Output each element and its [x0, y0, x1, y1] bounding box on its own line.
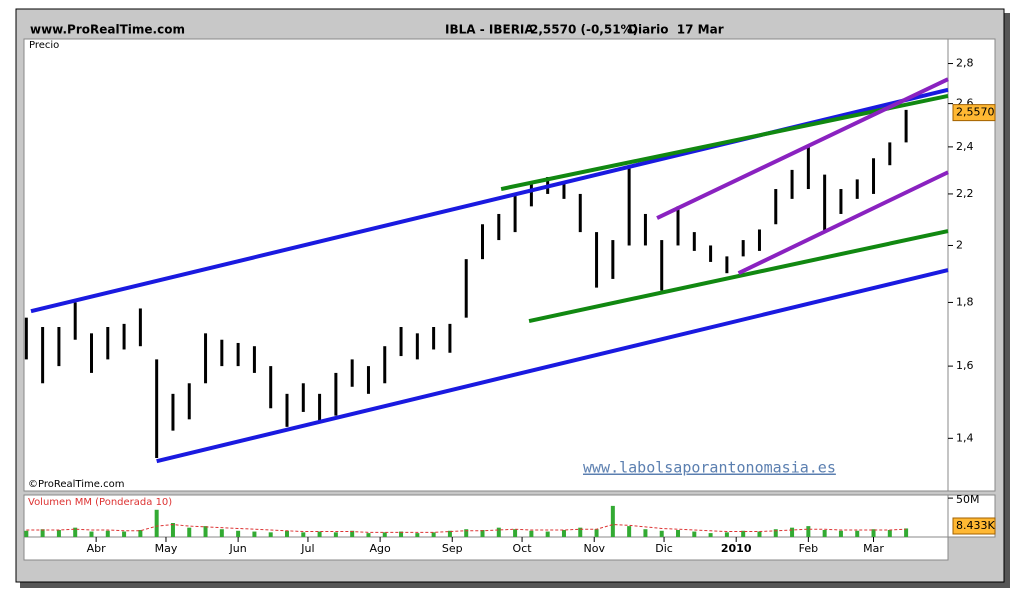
x-tick-label: 2010 — [721, 542, 752, 555]
volume-bar — [594, 529, 599, 537]
x-tick-label: Nov — [583, 542, 605, 555]
volume-bar — [333, 532, 338, 537]
price-panel — [23, 38, 949, 492]
volume-bar — [790, 527, 795, 537]
volume-bar — [56, 530, 61, 537]
volume-bar — [708, 533, 713, 537]
volume-bar — [252, 531, 257, 537]
x-tick-label: Jul — [300, 542, 314, 555]
y-tick-label: 50M — [956, 493, 980, 506]
volume-bar — [529, 530, 534, 537]
volume-bar — [382, 532, 387, 537]
volume-bar — [170, 523, 175, 537]
volume-bar — [871, 529, 876, 537]
x-tick-label: Dic — [655, 542, 673, 555]
y-tick-label: 1,8 — [956, 295, 974, 308]
y-tick-label: 2,2 — [956, 187, 974, 200]
y-tick-label: 2,4 — [956, 140, 974, 153]
y-axis-label: Precio — [29, 40, 59, 51]
period: Diario 17 Mar — [628, 23, 724, 37]
volume-bar — [268, 532, 273, 537]
trendline — [656, 77, 949, 220]
volume-bar — [692, 531, 697, 537]
trendline — [528, 229, 949, 324]
x-tick-label: May — [155, 542, 178, 555]
volume-label: Volumen MM (Ponderada 10) — [28, 497, 172, 508]
volume-bar — [399, 531, 404, 537]
volume-bar — [610, 505, 615, 537]
volume-bar — [887, 530, 892, 537]
x-tick-label: Abr — [87, 542, 107, 555]
x-tick-label: Feb — [799, 542, 818, 555]
quote: 2,5570 (-0,51%) — [530, 23, 638, 37]
volume-bar — [415, 533, 420, 537]
site: www.ProRealTime.com — [30, 23, 185, 37]
volume-bar — [480, 530, 485, 537]
trendline — [156, 268, 949, 464]
volume-bar — [724, 532, 729, 537]
volume-bar — [73, 527, 78, 537]
volume-bar — [676, 530, 681, 537]
volume-bar — [773, 529, 778, 537]
trendline — [500, 94, 949, 191]
volume-bar — [855, 530, 860, 537]
volume-bar — [138, 530, 143, 537]
volume-bar — [187, 527, 192, 537]
y-tick-label: 2 — [956, 238, 963, 251]
volume-bar — [545, 531, 550, 537]
volume-last-box — [952, 517, 996, 535]
volume-bar — [806, 526, 811, 537]
x-axis-panel — [23, 536, 949, 561]
volume-bar — [219, 529, 224, 537]
volume-bar — [838, 530, 843, 537]
volume-bar — [496, 527, 501, 537]
volume-bar — [578, 527, 583, 537]
volume-bar — [24, 530, 29, 537]
trendline — [737, 170, 949, 275]
y-tick-label: 1,4 — [956, 431, 974, 444]
volume-bar — [40, 529, 45, 537]
volume-bar — [643, 529, 648, 537]
volume-bar — [431, 532, 436, 537]
volume-bar — [317, 531, 322, 537]
volume-bar — [236, 530, 241, 537]
x-tick-label: Oct — [513, 542, 533, 555]
x-tick-label: Sep — [442, 542, 463, 555]
volume-bar — [89, 531, 94, 537]
last-price-box — [952, 104, 996, 122]
volume-bar — [464, 529, 469, 537]
volume-bar — [447, 530, 452, 537]
volume-bar — [513, 529, 518, 537]
volume-bar — [757, 531, 762, 537]
volume-bar — [904, 528, 909, 537]
volume-bar — [627, 526, 632, 537]
watermark: www.labolsaporantonomasia.es — [583, 459, 836, 477]
copyright: ©ProRealTime.com — [28, 479, 124, 490]
volume-bar — [366, 533, 371, 537]
volume-ma — [26, 524, 907, 533]
volume-bar — [154, 509, 159, 537]
last-price-label: 2,5570 — [956, 106, 995, 119]
volume-bar — [350, 530, 355, 537]
x-tick-label: Jun — [229, 542, 247, 555]
volume-bar — [122, 531, 127, 537]
volume-bar — [203, 526, 208, 537]
volume-bar — [741, 530, 746, 537]
y-tick-label: 2,8 — [956, 57, 974, 70]
volume-bar — [822, 530, 827, 537]
volume-bar — [105, 530, 110, 537]
title: IBLA - IBERIA — [445, 23, 534, 37]
volume-bar — [659, 530, 664, 537]
volume-last-label: 8.433K — [956, 519, 995, 532]
x-tick-label: Ago — [369, 542, 391, 555]
volume-bar — [301, 532, 306, 537]
x-tick-label: Mar — [863, 542, 884, 555]
volume-bar — [285, 530, 290, 537]
y-tick-label: 1,6 — [956, 359, 974, 372]
volume-bar — [561, 530, 566, 537]
